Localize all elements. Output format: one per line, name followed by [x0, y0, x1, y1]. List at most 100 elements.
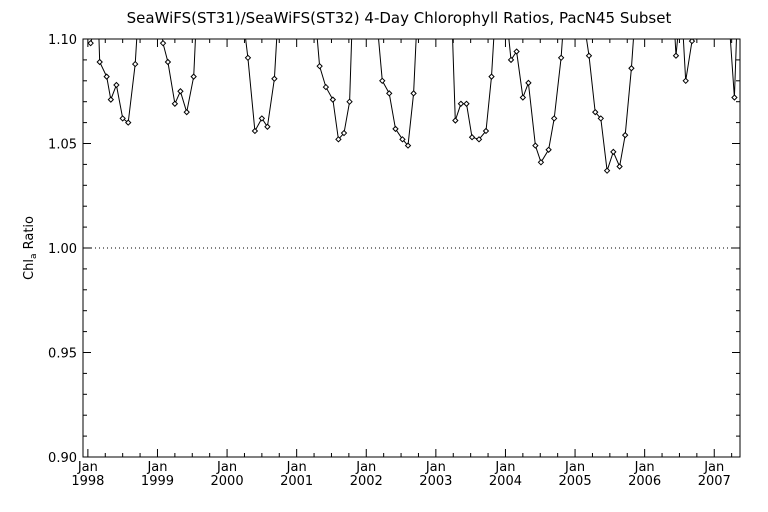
series-line: [452, 39, 495, 140]
plot-frame: [82, 38, 741, 458]
data-point: [452, 117, 459, 124]
x-tick-month: Jan: [146, 460, 167, 475]
x-tick-year: 2000: [211, 474, 244, 489]
data-point: [340, 129, 348, 137]
svg-text:Chla Ratio: Chla Ratio: [22, 216, 39, 280]
x-tick-year: 2005: [559, 474, 592, 489]
data-point: [628, 65, 635, 72]
data-point: [316, 62, 323, 70]
data-point: [468, 134, 476, 141]
y-axis-label-rest: Ratio: [22, 216, 37, 254]
x-tick-month: Jan: [703, 460, 724, 475]
series-line: [508, 39, 563, 164]
data-point: [159, 39, 167, 47]
data-point: [482, 127, 490, 135]
data-point: [251, 127, 259, 135]
data-point: [244, 54, 252, 62]
data-point: [264, 123, 271, 130]
data-point: [682, 77, 689, 85]
plot-area: 0.900.951.001.051.10Jan1998Jan1999Jan200…: [48, 33, 741, 489]
data-point: [125, 119, 132, 126]
data-point: [190, 73, 197, 80]
y-tick-label: 1.10: [48, 33, 77, 48]
x-tick-month: Jan: [564, 460, 585, 475]
data-point: [597, 115, 605, 122]
data-point: [537, 159, 545, 166]
series-group: [87, 39, 738, 174]
data-point: [731, 94, 738, 101]
x-tick-month: Jan: [355, 460, 376, 475]
data-point: [107, 96, 115, 103]
data-point: [177, 88, 184, 95]
data-point: [488, 73, 495, 80]
x-tick-year: 2007: [698, 474, 731, 489]
data-point: [392, 125, 399, 133]
data-point: [672, 52, 680, 59]
series-line: [729, 39, 737, 98]
data-point: [610, 148, 617, 156]
data-point: [322, 83, 330, 91]
x-tick-year: 1999: [141, 474, 174, 489]
data-point: [271, 75, 278, 82]
data-point: [557, 54, 565, 62]
data-point: [183, 108, 190, 116]
data-point: [119, 115, 126, 122]
data-point: [463, 100, 470, 107]
data-point: [585, 52, 593, 59]
y-axis-label-subscript: a: [29, 254, 39, 260]
data-point: [513, 48, 520, 55]
y-axis-label: Chla Ratio: [22, 216, 39, 280]
data-point: [532, 142, 539, 149]
series-line: [98, 39, 138, 124]
data-point: [171, 100, 179, 107]
data-point: [545, 146, 552, 153]
data-point: [525, 79, 532, 87]
x-tick-month: Jan: [494, 460, 515, 475]
y-tick-label: 0.90: [48, 451, 77, 466]
y-tick-label: 1.00: [48, 242, 77, 257]
series-line: [674, 39, 679, 56]
chart-title: SeaWiFS(ST31)/SeaWiFS(ST32) 4-Day Chloro…: [127, 9, 672, 27]
data-point: [113, 81, 120, 89]
series-line: [162, 39, 196, 113]
x-tick-month: Jan: [634, 460, 655, 475]
data-point: [96, 58, 103, 66]
data-point: [103, 73, 110, 80]
data-point: [346, 98, 353, 105]
data-point: [457, 100, 465, 107]
series-line: [682, 39, 693, 81]
x-tick-month: Jan: [286, 460, 307, 475]
data-point: [603, 167, 611, 174]
data-point: [475, 136, 483, 143]
y-tick-label: 0.95: [48, 347, 77, 362]
x-tick-month: Jan: [77, 460, 98, 475]
y-tick-label: 1.05: [48, 138, 77, 153]
data-point: [335, 136, 342, 143]
data-point: [507, 56, 515, 64]
x-tick-year: 2002: [350, 474, 383, 489]
data-point: [164, 58, 172, 66]
x-tick-year: 2006: [628, 474, 661, 489]
data-point: [688, 39, 696, 45]
x-tick-year: 2003: [419, 474, 452, 489]
data-point: [131, 60, 139, 68]
x-tick-year: 2001: [280, 474, 313, 489]
x-tick-year: 1998: [71, 474, 104, 489]
y-axis-label-main: Chl: [22, 259, 37, 280]
data-point: [399, 136, 406, 143]
data-point: [404, 142, 412, 149]
x-tick-year: 2004: [489, 474, 522, 489]
data-point: [519, 94, 527, 101]
series-line: [586, 39, 634, 171]
data-point: [386, 90, 393, 97]
data-point: [329, 96, 337, 103]
data-point: [621, 131, 629, 139]
series-line: [316, 39, 353, 141]
data-point: [410, 90, 417, 97]
data-point: [258, 115, 266, 122]
data-point: [87, 39, 94, 47]
data-point: [592, 108, 599, 116]
series-line: [245, 39, 278, 133]
data-point: [616, 163, 623, 170]
